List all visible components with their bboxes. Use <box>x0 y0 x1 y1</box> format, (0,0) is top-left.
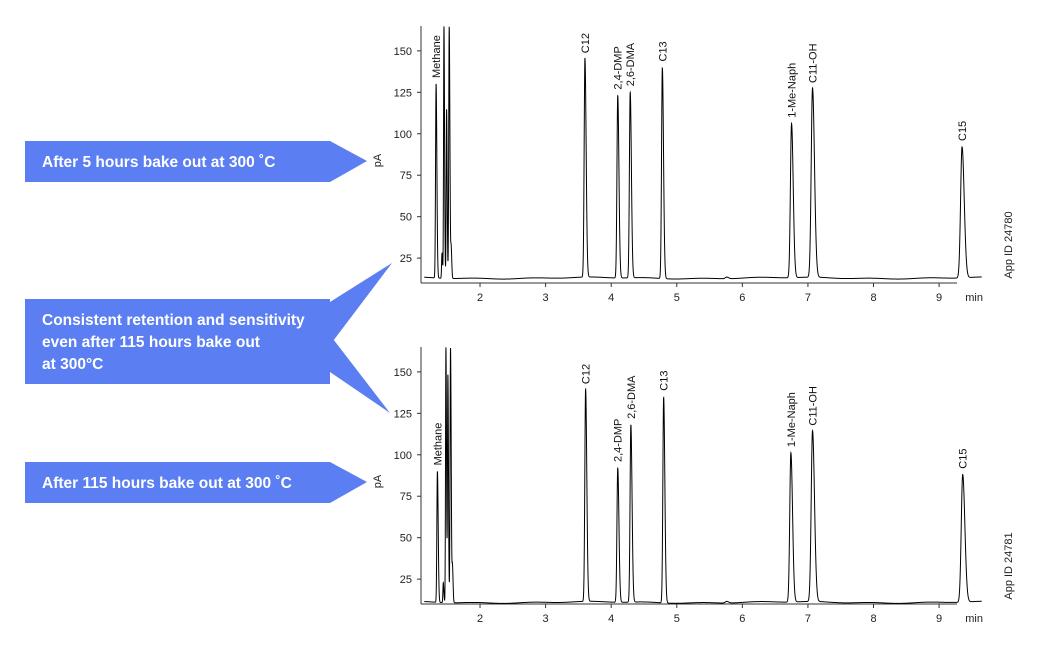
callout-middle-pointer-down <box>330 335 390 413</box>
y-tick-label: 125 <box>394 87 412 99</box>
chromatogram-trace <box>424 26 982 280</box>
x-tick-label: 7 <box>805 292 811 304</box>
y-tick-label: 75 <box>400 491 412 503</box>
peak-label: Methane <box>431 35 443 78</box>
peak-label: C11-OH <box>808 386 820 426</box>
callout-middle: Consistent retention and sensitivity eve… <box>25 263 392 413</box>
x-tick-label: 9 <box>936 292 942 304</box>
peak-label: 2,4-DMP <box>613 46 625 89</box>
y-tick-label: 150 <box>394 46 412 58</box>
x-tick-label: 4 <box>608 292 614 304</box>
peak-label: 1-Me-Naph <box>787 63 799 118</box>
y-tick-label: 50 <box>400 533 412 545</box>
peak-label: C15 <box>957 121 969 141</box>
x-unit-label: min <box>965 292 983 304</box>
y-tick-label: 125 <box>394 408 412 420</box>
x-unit-label: min <box>965 613 983 625</box>
x-tick-label: 2 <box>477 292 483 304</box>
peak-label: 2,6-DMA <box>625 42 637 86</box>
y-tick-label: 25 <box>400 253 412 265</box>
peak-label: C15 <box>958 449 970 469</box>
y-tick-label: 25 <box>400 574 412 586</box>
chromatogram-bottom: 25 50 75 100 125 150 2 3 4 5 6 7 8 9 min pA App ID 24781… <box>372 347 1015 625</box>
x-tick-label: 9 <box>936 613 942 625</box>
callout-middle-line-1: Consistent retention and sensitivity <box>42 312 305 329</box>
x-tick-label: 4 <box>608 613 614 625</box>
x-tick-label: 8 <box>870 613 876 625</box>
chromatogram-top: 25 50 75 100 125 150 2 3 4 5 6 7 8 9 min pA App ID 24780… <box>372 26 1015 304</box>
callout-top: After 5 hours bake out at 300 ˚C <box>25 141 367 182</box>
y-tick-label: 150 <box>394 367 412 379</box>
peak-label: 1-Me-Naph <box>786 392 798 447</box>
y-tick-label: 75 <box>400 170 412 182</box>
y-axis-label: pA <box>372 153 384 167</box>
app-id-label: App ID 24781 <box>1003 532 1015 599</box>
peak-label: Methane <box>432 423 444 466</box>
callout-bottom: After 115 hours bake out at 300 ˚C <box>25 462 367 503</box>
app-id-label: App ID 24780 <box>1003 211 1015 278</box>
peak-label: C13 <box>657 41 669 61</box>
peak-label: 2,4-DMP <box>613 419 625 462</box>
x-tick-label: 5 <box>674 613 680 625</box>
x-tick-label: 3 <box>543 292 549 304</box>
x-tick-label: 8 <box>870 292 876 304</box>
callout-top-text: After 5 hours bake out at 300 ˚C <box>42 154 275 171</box>
callout-top-arrow <box>25 141 367 182</box>
chromatogram-trace <box>424 347 982 604</box>
callout-middle-line-2: even after 115 hours bake out <box>42 334 260 351</box>
x-tick-label: 3 <box>543 613 549 625</box>
x-tick-label: 5 <box>674 292 680 304</box>
peak-label: 2,6-DMA <box>626 375 638 419</box>
peak-label: C12 <box>581 364 593 384</box>
x-tick-label: 6 <box>739 613 745 625</box>
y-axis-label: pA <box>372 474 384 488</box>
x-tick-label: 7 <box>805 613 811 625</box>
callout-middle-pointer-up <box>330 263 392 345</box>
x-tick-label: 6 <box>739 292 745 304</box>
y-tick-label: 100 <box>394 129 412 141</box>
y-tick-label: 100 <box>394 450 412 462</box>
callout-middle-box <box>25 299 330 384</box>
callout-bottom-text: After 115 hours bake out at 300 ˚C <box>42 475 292 492</box>
callout-bottom-arrow <box>25 462 367 503</box>
x-tick-label: 2 <box>477 613 483 625</box>
callout-middle-line-3: at 300°C <box>42 356 103 373</box>
y-tick-label: 50 <box>400 212 412 224</box>
peak-label: C12 <box>580 33 592 53</box>
peak-label: C11-OH <box>808 43 820 83</box>
peak-label: C13 <box>659 371 671 391</box>
